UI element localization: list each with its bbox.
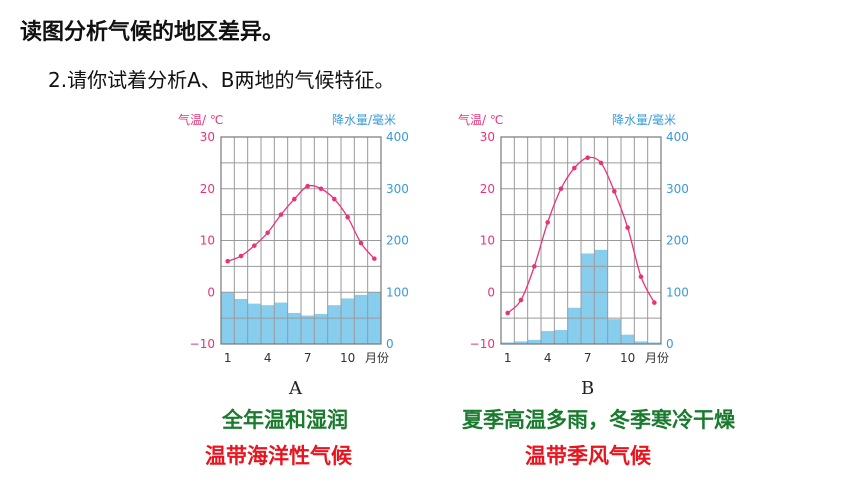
- chart-a-plot-frame: [220, 136, 382, 345]
- chart-a-precip-tick-label: 100: [386, 285, 409, 299]
- chart-a-month-tick-label: 1: [224, 351, 232, 365]
- chart-a-precip-tick-label: 0: [386, 337, 394, 351]
- chart-b-temperature-point: [505, 310, 510, 316]
- question-text: 2.请你试着分析A、B两地的气候特征。: [48, 68, 395, 92]
- chart-b-precip-tick-label: 300: [666, 182, 689, 196]
- chart-b-left-axis-title: 气温/ ℃: [458, 112, 503, 127]
- chart-a-temp-tick-label: −10: [190, 337, 215, 351]
- chart-b-precip-bar: [594, 249, 608, 344]
- chart-b-temperature-point: [598, 160, 604, 166]
- answer-b-feature: 夏季高温多雨，冬季寒冷干燥: [462, 408, 735, 432]
- chart-a-temperature-point: [358, 240, 364, 246]
- chart-a-month-tick-label: 7: [304, 351, 312, 365]
- chart-a-precip-tick-label: 200: [386, 234, 409, 248]
- chart-b-precip-tick-label: 0: [666, 337, 674, 351]
- chart-a-temp-tick-label: 20: [200, 182, 215, 196]
- chart-b-precip-tick-label: 200: [666, 234, 689, 248]
- answer-a-climate: 温带海洋性气候: [205, 444, 352, 468]
- chart-b-temp-tick-label: 30: [480, 130, 495, 144]
- chart-b-temperature-point: [518, 297, 524, 303]
- chart-a-temperature-point: [345, 214, 350, 220]
- chart-b-x-unit-label: 月份: [645, 351, 669, 365]
- chart-b-temperature-point: [652, 300, 657, 305]
- chart-a-temp-tick-label: 0: [207, 285, 215, 299]
- chart-a-temperature-point: [332, 196, 337, 202]
- chart-a-precip-bar: [287, 312, 301, 344]
- chart-a-temp-tick-label: 10: [200, 234, 215, 248]
- chart-b-precip-bar: [607, 319, 621, 344]
- chart-a-month-tick-label: 4: [264, 351, 272, 365]
- chart-b-temp-tick-label: −10: [470, 337, 495, 351]
- answer-b-climate: 温带季风气候: [525, 444, 651, 468]
- chart-a-label: A: [289, 378, 302, 399]
- chart-b-month-tick-label: 4: [544, 351, 552, 365]
- chart-a-temperature-point: [372, 256, 377, 261]
- chart-a-precip-tick-label: 400: [386, 130, 409, 144]
- chart-a-temperature-point: [318, 186, 324, 192]
- chart-b-precip-bar: [514, 341, 528, 344]
- answer-a-feature: 全年温和湿润: [222, 408, 348, 432]
- chart-b-precip-bar: [527, 339, 541, 344]
- chart-a-precip-bar: [354, 294, 368, 344]
- chart-b-precip-tick-label: 400: [666, 130, 689, 144]
- chart-b-temperature-point: [572, 165, 577, 171]
- chart-a-precip-bar: [261, 305, 275, 344]
- chart-b-temperature-point: [612, 189, 617, 194]
- chart-b-temperature-point: [532, 264, 537, 269]
- chart-b-temperature-point: [585, 155, 590, 160]
- chart-a-x-unit-label: 月份: [365, 351, 389, 365]
- chart-a-precip-tick-label: 300: [386, 182, 409, 196]
- chart-a-precip-bar: [314, 313, 328, 344]
- chart-a-precip-bar: [274, 302, 288, 344]
- chart-a-temperature-point: [265, 230, 270, 236]
- chart-b-precip-bar: [541, 331, 555, 344]
- chart-a-temperature-point: [238, 253, 244, 259]
- chart-a-precip-bar: [327, 305, 341, 344]
- chart-b-temperature-point: [638, 274, 644, 280]
- chart-b-month-tick-label: 7: [584, 351, 592, 365]
- chart-b-temp-tick-label: 20: [480, 182, 495, 196]
- chart-a-precip-bar: [341, 298, 355, 344]
- chart-a-temperature-point: [252, 243, 257, 248]
- chart-b-month-tick-label: 1: [504, 351, 512, 365]
- chart-a-temp-tick-label: 30: [200, 130, 215, 144]
- chart-b-precip-bar: [581, 253, 595, 344]
- chart-b-precip-bar: [634, 341, 648, 344]
- chart-b-temp-tick-label: 0: [487, 285, 495, 299]
- chart-b-temperature-line: [507, 156, 655, 314]
- chart-a-month-tick-label: 10: [340, 351, 355, 365]
- page-heading: 读图分析气候的地区差异。: [20, 20, 285, 45]
- chart-b-temp-tick-label: 10: [480, 234, 495, 248]
- chart-b-precip-bar: [567, 307, 581, 344]
- chart-a-temperature-point: [305, 183, 310, 189]
- chart-b-precip-bar: [647, 342, 661, 344]
- chart-b-grid: [500, 136, 662, 345]
- chart-a-temperature-point: [225, 258, 230, 264]
- chart-b-precip-bar: [501, 342, 515, 344]
- chart-b-precip-tick-label: 100: [666, 285, 689, 299]
- chart-a-precip-bar: [234, 298, 248, 344]
- chart-a-right-axis-title: 降水量/毫米: [332, 112, 396, 127]
- chart-b-label: B: [581, 378, 595, 399]
- chart-a-temperature-point: [278, 212, 284, 217]
- chart-b-temperature-point: [625, 225, 630, 230]
- chart-b-precip-bar: [554, 330, 568, 344]
- climate-chart-b: 气温/ ℃ 降水量/毫米 −10 0 10 20 30 0 100 200 300 400 1 4 7 10 月…: [448, 108, 708, 377]
- chart-a-left-axis-title: 气温/ ℃: [178, 112, 223, 127]
- chart-b-precip-bar: [621, 334, 635, 344]
- chart-b-temperature-point: [545, 220, 550, 225]
- chart-a-precip-bar: [301, 315, 315, 344]
- chart-a-precip-bar: [247, 303, 261, 344]
- chart-b-right-axis-title: 降水量/毫米: [612, 112, 676, 127]
- chart-b-temperature-point: [558, 186, 564, 192]
- chart-b-plot-frame: [500, 136, 662, 345]
- chart-a-temperature-point: [292, 196, 297, 202]
- climate-chart-a: 气温/ ℃ 降水量/毫米 −10 0 10 20 30 0 100 200 300 400 1 4 7 10 月…: [168, 108, 428, 377]
- chart-b-month-tick-label: 10: [620, 351, 635, 365]
